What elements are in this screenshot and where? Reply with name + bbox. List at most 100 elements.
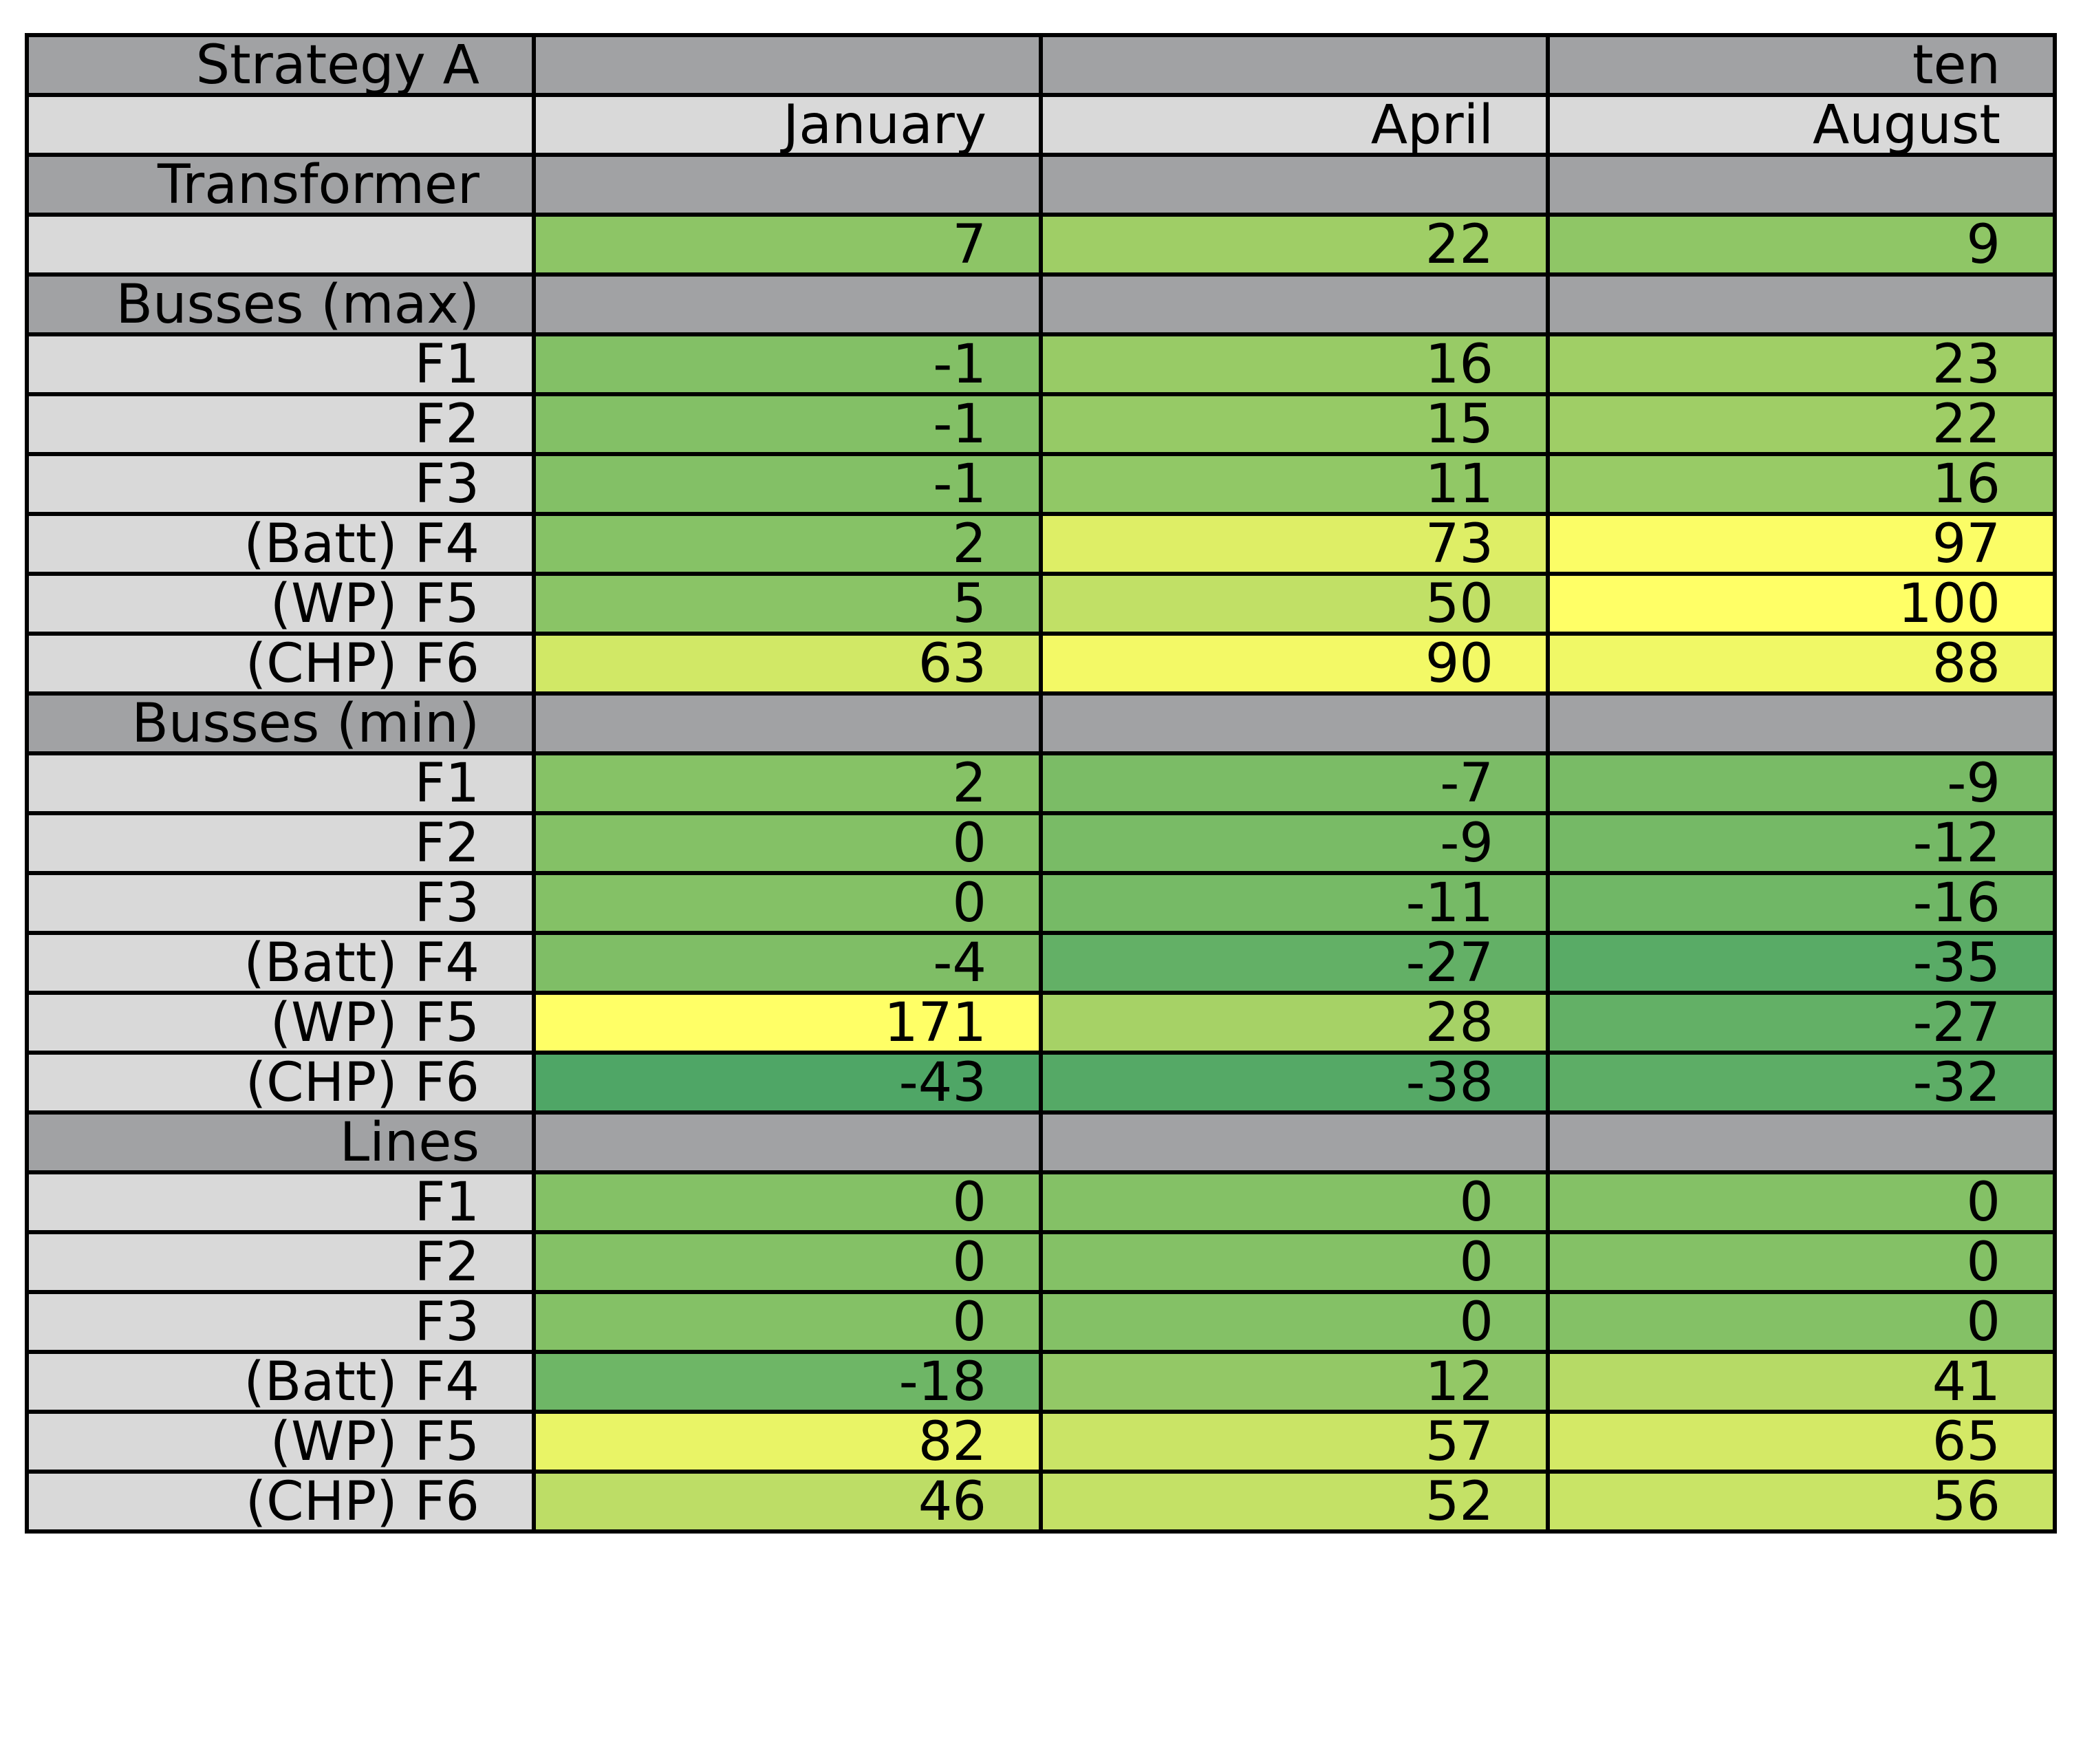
table-row: (Batt) F4 2 73 97: [25, 512, 2057, 576]
table-row: F3 0 -11 -16: [25, 871, 2057, 935]
section-row: Busses (max): [25, 272, 2057, 336]
heatmap-cell-january: -4: [532, 931, 1043, 995]
heatmap-cell-april: 73: [1039, 512, 1550, 576]
heatmap-cell-april: -9: [1039, 811, 1550, 875]
section-row: Lines: [25, 1110, 2057, 1174]
column-header-january: January: [532, 93, 1043, 157]
table-body: Strategy A ten January April August Tran…: [25, 33, 2057, 1534]
column-header-april: April: [1039, 93, 1550, 157]
row-label: F2: [25, 392, 536, 456]
heatmap-cell-august: 0: [1546, 1290, 2057, 1354]
table-title: Strategy A: [25, 33, 536, 97]
section-blank-cell: [1546, 691, 2057, 755]
heatmap-cell-january: -1: [532, 332, 1043, 396]
row-label: (Batt) F4: [25, 931, 536, 995]
table-row: (WP) F5 171 28 -27: [25, 991, 2057, 1055]
table-row: F2 0 0 0: [25, 1230, 2057, 1294]
heatmap-cell-january: 2: [532, 512, 1043, 576]
table-row: F3 -1 11 16: [25, 452, 2057, 516]
heatmap-cell-january: -18: [532, 1350, 1043, 1414]
section-row: Busses (min): [25, 691, 2057, 755]
table-row: (CHP) F6 46 52 56: [25, 1470, 2057, 1534]
heatmap-cell-january: 82: [532, 1410, 1043, 1474]
section-blank-cell: [532, 1110, 1043, 1174]
heatmap-cell-january: -1: [532, 392, 1043, 456]
row-label: (CHP) F6: [25, 1051, 536, 1115]
heatmap-cell-august: 9: [1546, 213, 2057, 277]
heatmap-cell-april: 52: [1039, 1470, 1550, 1534]
heatmap-cell-april: 0: [1039, 1170, 1550, 1234]
row-label: F1: [25, 751, 536, 815]
heatmap-cell-april: 22: [1039, 213, 1550, 277]
group-label-january: [532, 33, 1043, 97]
heatmap-cell-april: 90: [1039, 632, 1550, 696]
heatmap-table: Strategy A ten January April August Tran…: [25, 33, 2057, 1534]
heatmap-cell-january: 0: [532, 1290, 1043, 1354]
heatmap-cell-april: 11: [1039, 452, 1550, 516]
heatmap-cell-january: 0: [532, 811, 1043, 875]
heatmap-cell-january: 0: [532, 1170, 1043, 1234]
heatmap-cell-january: -43: [532, 1051, 1043, 1115]
heatmap-cell-april: 15: [1039, 392, 1550, 456]
heatmap-cell-august: 97: [1546, 512, 2057, 576]
heatmap-cell-august: -35: [1546, 931, 2057, 995]
row-label: (Batt) F4: [25, 1350, 536, 1414]
heatmap-cell-august: 0: [1546, 1170, 2057, 1234]
row-label: (WP) F5: [25, 991, 536, 1055]
heatmap-cell-january: 0: [532, 1230, 1043, 1294]
row-label: F2: [25, 1230, 536, 1294]
section-blank-cell: [532, 272, 1043, 336]
heatmap-cell-april: 50: [1039, 572, 1550, 636]
heatmap-cell-january: 5: [532, 572, 1043, 636]
heatmap-cell-april: 12: [1039, 1350, 1550, 1414]
section-blank-cell: [1039, 153, 1550, 217]
heatmap-cell-august: 88: [1546, 632, 2057, 696]
heatmap-cell-january: 0: [532, 871, 1043, 935]
heatmap-cell-august: 56: [1546, 1470, 2057, 1534]
column-header-august: August: [1546, 93, 2057, 157]
header-row-title: Strategy A ten: [25, 33, 2057, 97]
heatmap-cell-august: 65: [1546, 1410, 2057, 1474]
heatmap-cell-january: 2: [532, 751, 1043, 815]
table-row: (WP) F5 5 50 100: [25, 572, 2057, 636]
group-label-april: [1039, 33, 1550, 97]
section-blank-cell: [1039, 1110, 1550, 1174]
table-row: 7 22 9: [25, 213, 2057, 277]
table-row: F2 -1 15 22: [25, 392, 2057, 456]
table-row: F3 0 0 0: [25, 1290, 2057, 1354]
row-label: (WP) F5: [25, 1410, 536, 1474]
table-row: F1 -1 16 23: [25, 332, 2057, 396]
heatmap-cell-august: 0: [1546, 1230, 2057, 1294]
heatmap-cell-august: 100: [1546, 572, 2057, 636]
heatmap-cell-january: 63: [532, 632, 1043, 696]
heatmap-cell-april: 28: [1039, 991, 1550, 1055]
row-label: F3: [25, 871, 536, 935]
heatmap-cell-april: 0: [1039, 1290, 1550, 1354]
heatmap-cell-april: -11: [1039, 871, 1550, 935]
section-blank-cell: [1546, 272, 2057, 336]
table-row: (CHP) F6 -43 -38 -32: [25, 1051, 2057, 1115]
heatmap-cell-august: -9: [1546, 751, 2057, 815]
section-blank-cell: [532, 153, 1043, 217]
heatmap-cell-january: -1: [532, 452, 1043, 516]
table-row: F2 0 -9 -12: [25, 811, 2057, 875]
section-label: Transformer: [25, 153, 536, 217]
row-label: F3: [25, 452, 536, 516]
table-row: (Batt) F4 -18 12 41: [25, 1350, 2057, 1414]
heatmap-cell-april: -27: [1039, 931, 1550, 995]
table-row: (WP) F5 82 57 65: [25, 1410, 2057, 1474]
row-label: F1: [25, 1170, 536, 1234]
heatmap-cell-august: 16: [1546, 452, 2057, 516]
section-row: Transformer: [25, 153, 2057, 217]
section-label: Lines: [25, 1110, 536, 1174]
section-blank-cell: [1039, 691, 1550, 755]
table-row: (Batt) F4 -4 -27 -35: [25, 931, 2057, 995]
heatmap-cell-april: 16: [1039, 332, 1550, 396]
group-label-august: ten: [1546, 33, 2057, 97]
heatmap-cell-august: 23: [1546, 332, 2057, 396]
row-label: F3: [25, 1290, 536, 1354]
section-label: Busses (max): [25, 272, 536, 336]
heatmap-cell-january: 171: [532, 991, 1043, 1055]
heatmap-cell-august: -32: [1546, 1051, 2057, 1115]
row-label: (CHP) F6: [25, 1470, 536, 1534]
